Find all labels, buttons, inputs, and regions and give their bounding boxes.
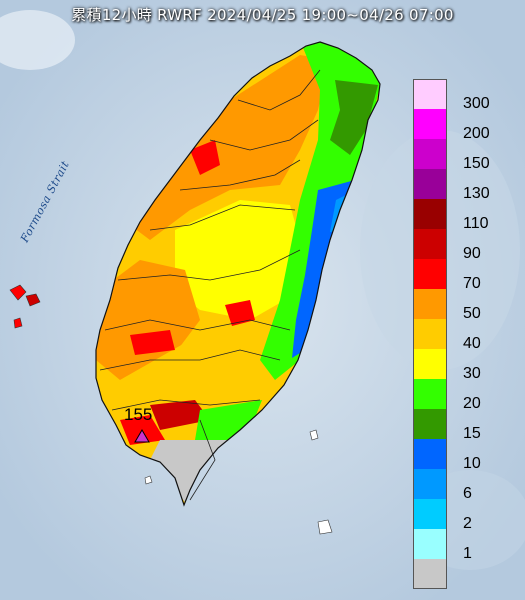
legend-swatch: [413, 289, 447, 319]
legend-label: 6: [463, 485, 472, 502]
legend-swatch: [413, 109, 447, 139]
eastern-islets: [309, 429, 333, 535]
legend-label: 20: [463, 395, 481, 412]
legend-swatch: [413, 469, 447, 499]
legend-swatch: [413, 379, 447, 409]
legend-swatch: [413, 139, 447, 169]
max-rainfall-triangle-icon: [134, 429, 150, 443]
legend-row: 1: [413, 529, 523, 562]
legend-row: 30: [413, 349, 523, 382]
legend-swatch: [413, 199, 447, 229]
legend-swatch: [413, 169, 447, 199]
legend-label: 90: [463, 245, 481, 262]
legend-label: 50: [463, 305, 481, 322]
legend-row: 10: [413, 439, 523, 472]
legend-label: 110: [463, 215, 489, 232]
legend-label: 2: [463, 515, 472, 532]
legend-row: 6: [413, 469, 523, 502]
legend-row: 15: [413, 409, 523, 442]
legend-swatch: [413, 349, 447, 379]
legend-label: 150: [463, 155, 490, 172]
county-boundaries: [99, 69, 321, 501]
legend-label: 30: [463, 365, 481, 382]
legend-swatch: [413, 79, 447, 109]
legend-row: 300: [413, 79, 523, 112]
legend-row: 50: [413, 289, 523, 322]
legend-row: 40: [413, 319, 523, 352]
legend-label: 1: [463, 545, 472, 562]
cloud-patch: [0, 10, 75, 70]
legend-label: 200: [463, 125, 490, 142]
liuqiu-islet: [144, 475, 153, 485]
legend-label: 10: [463, 455, 481, 472]
legend-label: 300: [463, 95, 490, 112]
legend-swatch: [413, 529, 447, 559]
legend-swatch: [413, 559, 447, 589]
legend-label: 130: [463, 185, 490, 202]
legend-label: 70: [463, 275, 481, 292]
legend-label: 15: [463, 425, 481, 442]
legend-row: 110: [413, 199, 523, 232]
legend-label: 40: [463, 335, 481, 352]
rainfall-legend: 300 200 150 130 110 90 70 50 40 30 20 15 10 6 2 1: [413, 79, 523, 589]
legend-swatch: [413, 319, 447, 349]
legend-swatch: [413, 499, 447, 529]
legend-row: 70: [413, 259, 523, 292]
legend-row: [413, 559, 523, 589]
legend-row: 90: [413, 229, 523, 262]
legend-swatch: [413, 229, 447, 259]
legend-row: 200: [413, 109, 523, 142]
legend-swatch: [413, 439, 447, 469]
map-title: 累積12小時 RWRF 2024/04/25 19:00~04/26 07:00: [71, 6, 454, 24]
penghu-islands: [9, 284, 41, 329]
max-rainfall-label: 155: [124, 405, 153, 424]
coastline: [95, 41, 381, 507]
legend-row: 130: [413, 169, 523, 202]
legend-row: 150: [413, 139, 523, 172]
legend-swatch: [413, 259, 447, 289]
legend-row: 2: [413, 499, 523, 532]
legend-swatch: [413, 409, 447, 439]
legend-row: 20: [413, 379, 523, 412]
